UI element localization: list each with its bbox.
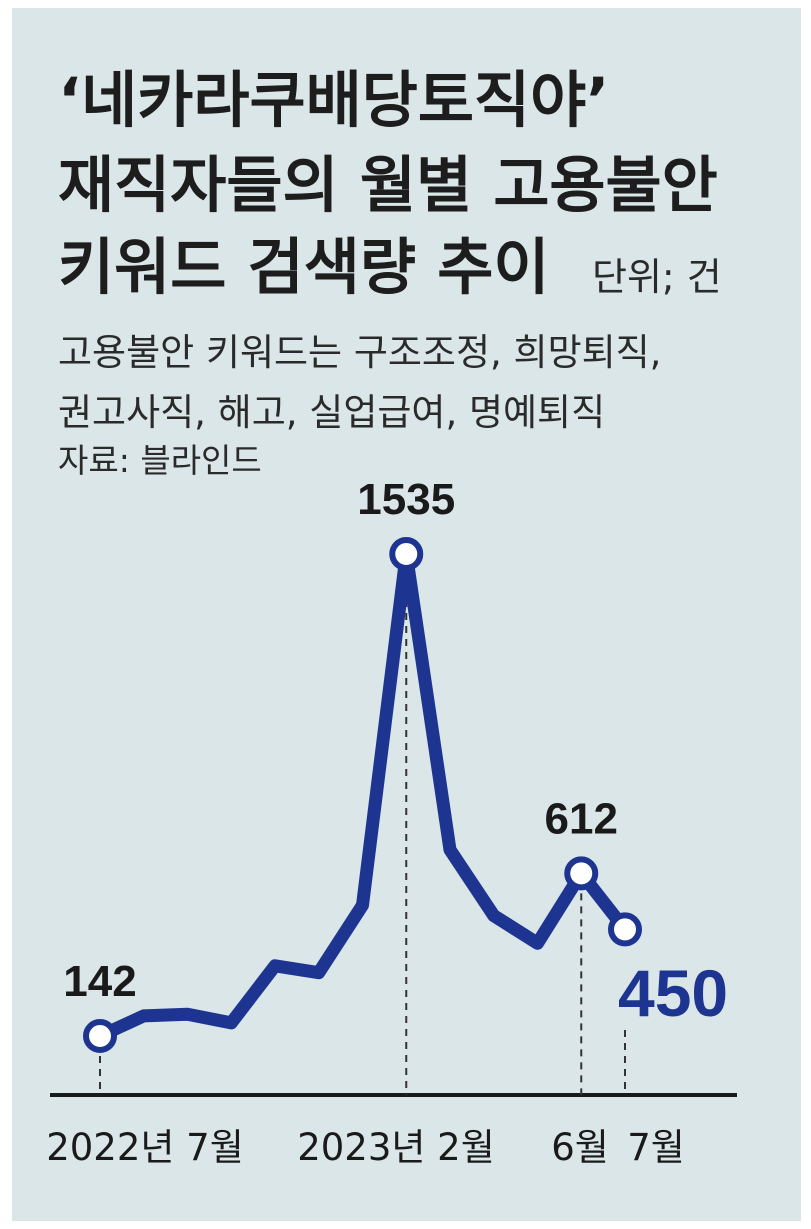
keyword-note-line-1: 고용불안 키워드는 구조조정, 희망퇴직, xyxy=(58,331,662,374)
chart-title-line-1: ‘네카라쿠배당토직야’ xyxy=(58,65,610,136)
series-line xyxy=(93,547,632,1043)
data-label-2023-06: 612 xyxy=(545,794,618,843)
data-point-2023-07 xyxy=(608,912,642,947)
x-tick-label-2023-02: 2023년 2월 xyxy=(297,1126,495,1169)
chart-title-line-2: 재직자들의 월별 고용불안 xyxy=(58,150,718,221)
data-label-2022-07: 142 xyxy=(63,957,136,1006)
data-label-2023-07: 450 xyxy=(618,956,728,1030)
keyword-note-line-2: 권고사직, 해고, 실업급여, 명예퇴직 xyxy=(58,391,606,434)
data-point-2023-02 xyxy=(389,537,424,571)
data-point-2022-07 xyxy=(83,1019,117,1053)
data-label-2023-02: 1535 xyxy=(357,475,455,524)
unit-label: 단위; 건 xyxy=(592,255,722,299)
data-point-2023-06 xyxy=(564,856,599,891)
source-note: 자료: 블라인드 xyxy=(58,441,262,480)
chart-title-line-3: 키워드 검색량 추이 xyxy=(58,232,550,303)
x-tick-label-2023-06: 6월 xyxy=(551,1126,609,1169)
x-tick-label-2023-07: 7월 xyxy=(627,1126,685,1169)
x-tick-label-2022-07: 2022년 7월 xyxy=(46,1126,244,1169)
